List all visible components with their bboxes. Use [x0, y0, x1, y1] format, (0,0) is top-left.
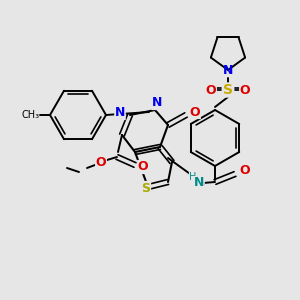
Text: O: O: [96, 155, 106, 169]
Text: S: S: [142, 182, 151, 194]
Text: S: S: [223, 83, 233, 97]
Text: CH₃: CH₃: [22, 110, 40, 120]
Text: N: N: [223, 64, 233, 77]
Text: N: N: [115, 106, 125, 119]
Text: O: O: [240, 164, 250, 178]
Text: O: O: [206, 83, 216, 97]
Text: O: O: [240, 83, 250, 97]
Text: H: H: [189, 172, 197, 182]
Text: O: O: [190, 106, 200, 118]
Text: N: N: [194, 176, 204, 190]
Text: O: O: [138, 160, 148, 173]
Text: N: N: [152, 97, 162, 110]
